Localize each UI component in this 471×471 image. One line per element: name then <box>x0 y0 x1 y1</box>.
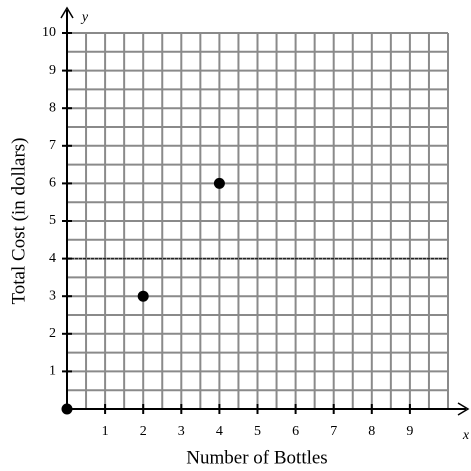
x-tick-label: 4 <box>216 424 223 439</box>
point <box>137 290 149 302</box>
y-tick-label: 9 <box>49 63 56 78</box>
x-tick-label: 2 <box>140 424 147 439</box>
y-tick-label: 3 <box>49 288 56 303</box>
x-axis-arrow <box>457 402 470 416</box>
x-tick-label: 7 <box>330 424 337 439</box>
x-axis-label: Number of Bottles <box>186 447 327 468</box>
x-tick-label: 9 <box>406 424 413 439</box>
y-tick-label: 7 <box>49 138 56 153</box>
y-tick-label: 8 <box>49 100 56 115</box>
y-tick-label: 5 <box>49 213 56 228</box>
y-axis-arrow <box>60 6 74 19</box>
y-axis-label: Total Cost (in dollars) <box>8 137 29 304</box>
x-tick-label: 5 <box>254 424 261 439</box>
y-tick-label: 1 <box>49 364 56 379</box>
y-tick-label: 2 <box>49 326 56 341</box>
x-tick-label: 3 <box>178 424 185 439</box>
x-tick-label: 6 <box>292 424 299 439</box>
x-tick-label: 1 <box>102 424 109 439</box>
x-tick-label: 8 <box>368 424 375 439</box>
x-axis-name: x <box>462 428 470 443</box>
y-tick-label: 6 <box>49 176 56 191</box>
y-tick-label: 4 <box>49 251 56 266</box>
point <box>213 177 225 189</box>
y-axis-name: y <box>80 10 89 25</box>
point <box>61 403 73 415</box>
y-tick-label: 10 <box>42 25 56 40</box>
